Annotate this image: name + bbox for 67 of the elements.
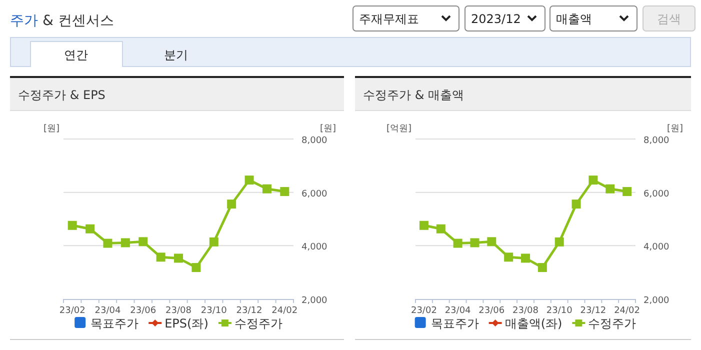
x-tick-label: 23/06: [478, 306, 505, 316]
chart-title: 수정주가 & 매출액: [363, 88, 464, 102]
y2-tick-label: 2,000: [644, 296, 670, 306]
text: 검색: [657, 12, 681, 26]
y-axis-title: [원]: [43, 124, 60, 134]
point: [174, 254, 183, 263]
y2-tick-label: 6,000: [302, 189, 328, 200]
y2-axis-title: [원]: [666, 124, 683, 134]
legend-label: EPS(좌): [164, 316, 208, 330]
text: 주재무제표: [359, 12, 419, 26]
legend-label: 목표주가: [90, 316, 139, 330]
point: [521, 254, 530, 263]
legend-label: 수정주가: [234, 316, 282, 330]
point: [138, 237, 148, 246]
point: [103, 238, 112, 248]
point: [120, 238, 130, 248]
point: [572, 200, 581, 209]
point: [436, 224, 446, 234]
y2-tick-label: 6,000: [644, 189, 670, 200]
x-tick-label: 24/02: [272, 306, 298, 316]
point: [606, 184, 615, 194]
x-tick-label: 23/04: [444, 306, 472, 316]
point: [554, 237, 564, 246]
point: [192, 263, 201, 272]
chart-title: 수정주가 & EPS: [18, 88, 106, 102]
x-tick-label: 23/08: [512, 306, 539, 316]
point: [86, 224, 95, 234]
x-tick-label: 23/12: [580, 306, 606, 316]
x-tick-label: 23/12: [236, 306, 262, 316]
text: 주가 & 컨센서스: [10, 13, 114, 29]
y2-tick-label: 4,000: [644, 242, 670, 253]
point: [68, 220, 77, 230]
y2-axis-title: [원]: [320, 124, 336, 134]
x-tick-label: 23/10: [546, 306, 573, 316]
x-tick-label: 23/06: [130, 306, 156, 316]
x-tick-label: 23/10: [200, 306, 228, 316]
legend-label: 목표주가: [430, 316, 479, 330]
point: [487, 237, 496, 246]
x-tick-label: 23/04: [94, 306, 121, 316]
point: [538, 263, 547, 272]
text: 2023/12: [471, 12, 521, 26]
x-tick-label: 23/08: [166, 306, 192, 316]
point: [453, 238, 462, 248]
point: [470, 238, 480, 248]
text: 연간: [64, 48, 88, 62]
point: [156, 252, 166, 262]
legend-label: 매출액(좌): [504, 316, 562, 330]
y-axis-title: [억원]: [386, 124, 412, 134]
text: 매출액: [556, 12, 592, 26]
y2-tick-label: 8,000: [302, 136, 328, 146]
legend-label: 수정주가: [588, 316, 636, 330]
point: [262, 184, 272, 194]
x-tick-label: 23/02: [410, 306, 437, 316]
point: [280, 187, 290, 196]
point: [209, 237, 218, 246]
x-tick-label: 24/02: [614, 306, 640, 316]
point: [227, 200, 236, 209]
x-tick-label: 23/02: [59, 306, 86, 316]
y2-tick-label: 4,000: [302, 242, 328, 253]
y2-tick-label: 8,000: [644, 136, 670, 146]
point: [588, 176, 598, 185]
point: [504, 252, 514, 262]
y2-tick-label: 2,000: [302, 296, 328, 306]
point: [419, 220, 428, 230]
point: [622, 187, 632, 196]
text: 분기: [164, 48, 188, 62]
point: [244, 176, 254, 185]
